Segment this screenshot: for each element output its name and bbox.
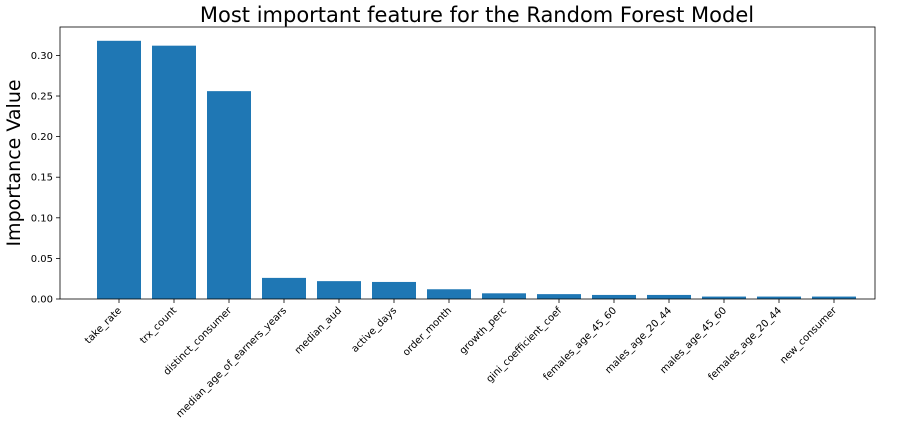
bar-males-age-45-60 (702, 296, 746, 299)
x-tick-label: median_aud (293, 305, 344, 356)
y-tick-label: 0.05 (31, 254, 53, 265)
bar-median-age-of-earners-years (262, 277, 306, 299)
x-tick-label: take_rate (83, 305, 124, 346)
bar-gini-coefficient-coef (537, 294, 581, 299)
x-tick-label: order_month (401, 305, 454, 358)
bar-distinct-consumer (207, 91, 251, 299)
y-tick-label: 0.10 (31, 213, 53, 224)
bar-order-month (427, 289, 471, 299)
bar-take-rate (97, 40, 141, 300)
bar-females-age-45-60 (592, 294, 636, 299)
bar-active-days (372, 281, 416, 299)
x-tick-label: median_age_of_earners_years (174, 305, 289, 420)
bar-females-age-20-44 (757, 296, 801, 299)
y-tick-label: 0.20 (31, 132, 53, 143)
plot-frame (59, 26, 876, 300)
y-axis-label: Importance Value (3, 79, 25, 246)
y-tick-label: 0.25 (31, 92, 53, 103)
bar-males-age-20-44 (647, 294, 691, 299)
bar-growth-perc (482, 293, 526, 299)
bar-new-consumer (812, 296, 856, 299)
y-tick-label: 0.00 (31, 295, 53, 306)
x-tick-label: active_days (350, 305, 399, 354)
x-tick-label: trx_count (138, 305, 179, 346)
x-tick-label: new_consumer (778, 305, 840, 367)
x-tick-label: growth_perc (458, 305, 509, 356)
bar-trx-count (152, 45, 196, 300)
y-tick-label: 0.30 (31, 51, 53, 62)
chart-title: Most important feature for the Random Fo… (200, 3, 754, 27)
plot-area: 0.00 0.05 0.10 0.15 0.20 0.25 0.30 take_rate trx… (31, 26, 876, 420)
y-tick-label: 0.15 (31, 173, 53, 184)
bar-median-aud (317, 281, 361, 299)
